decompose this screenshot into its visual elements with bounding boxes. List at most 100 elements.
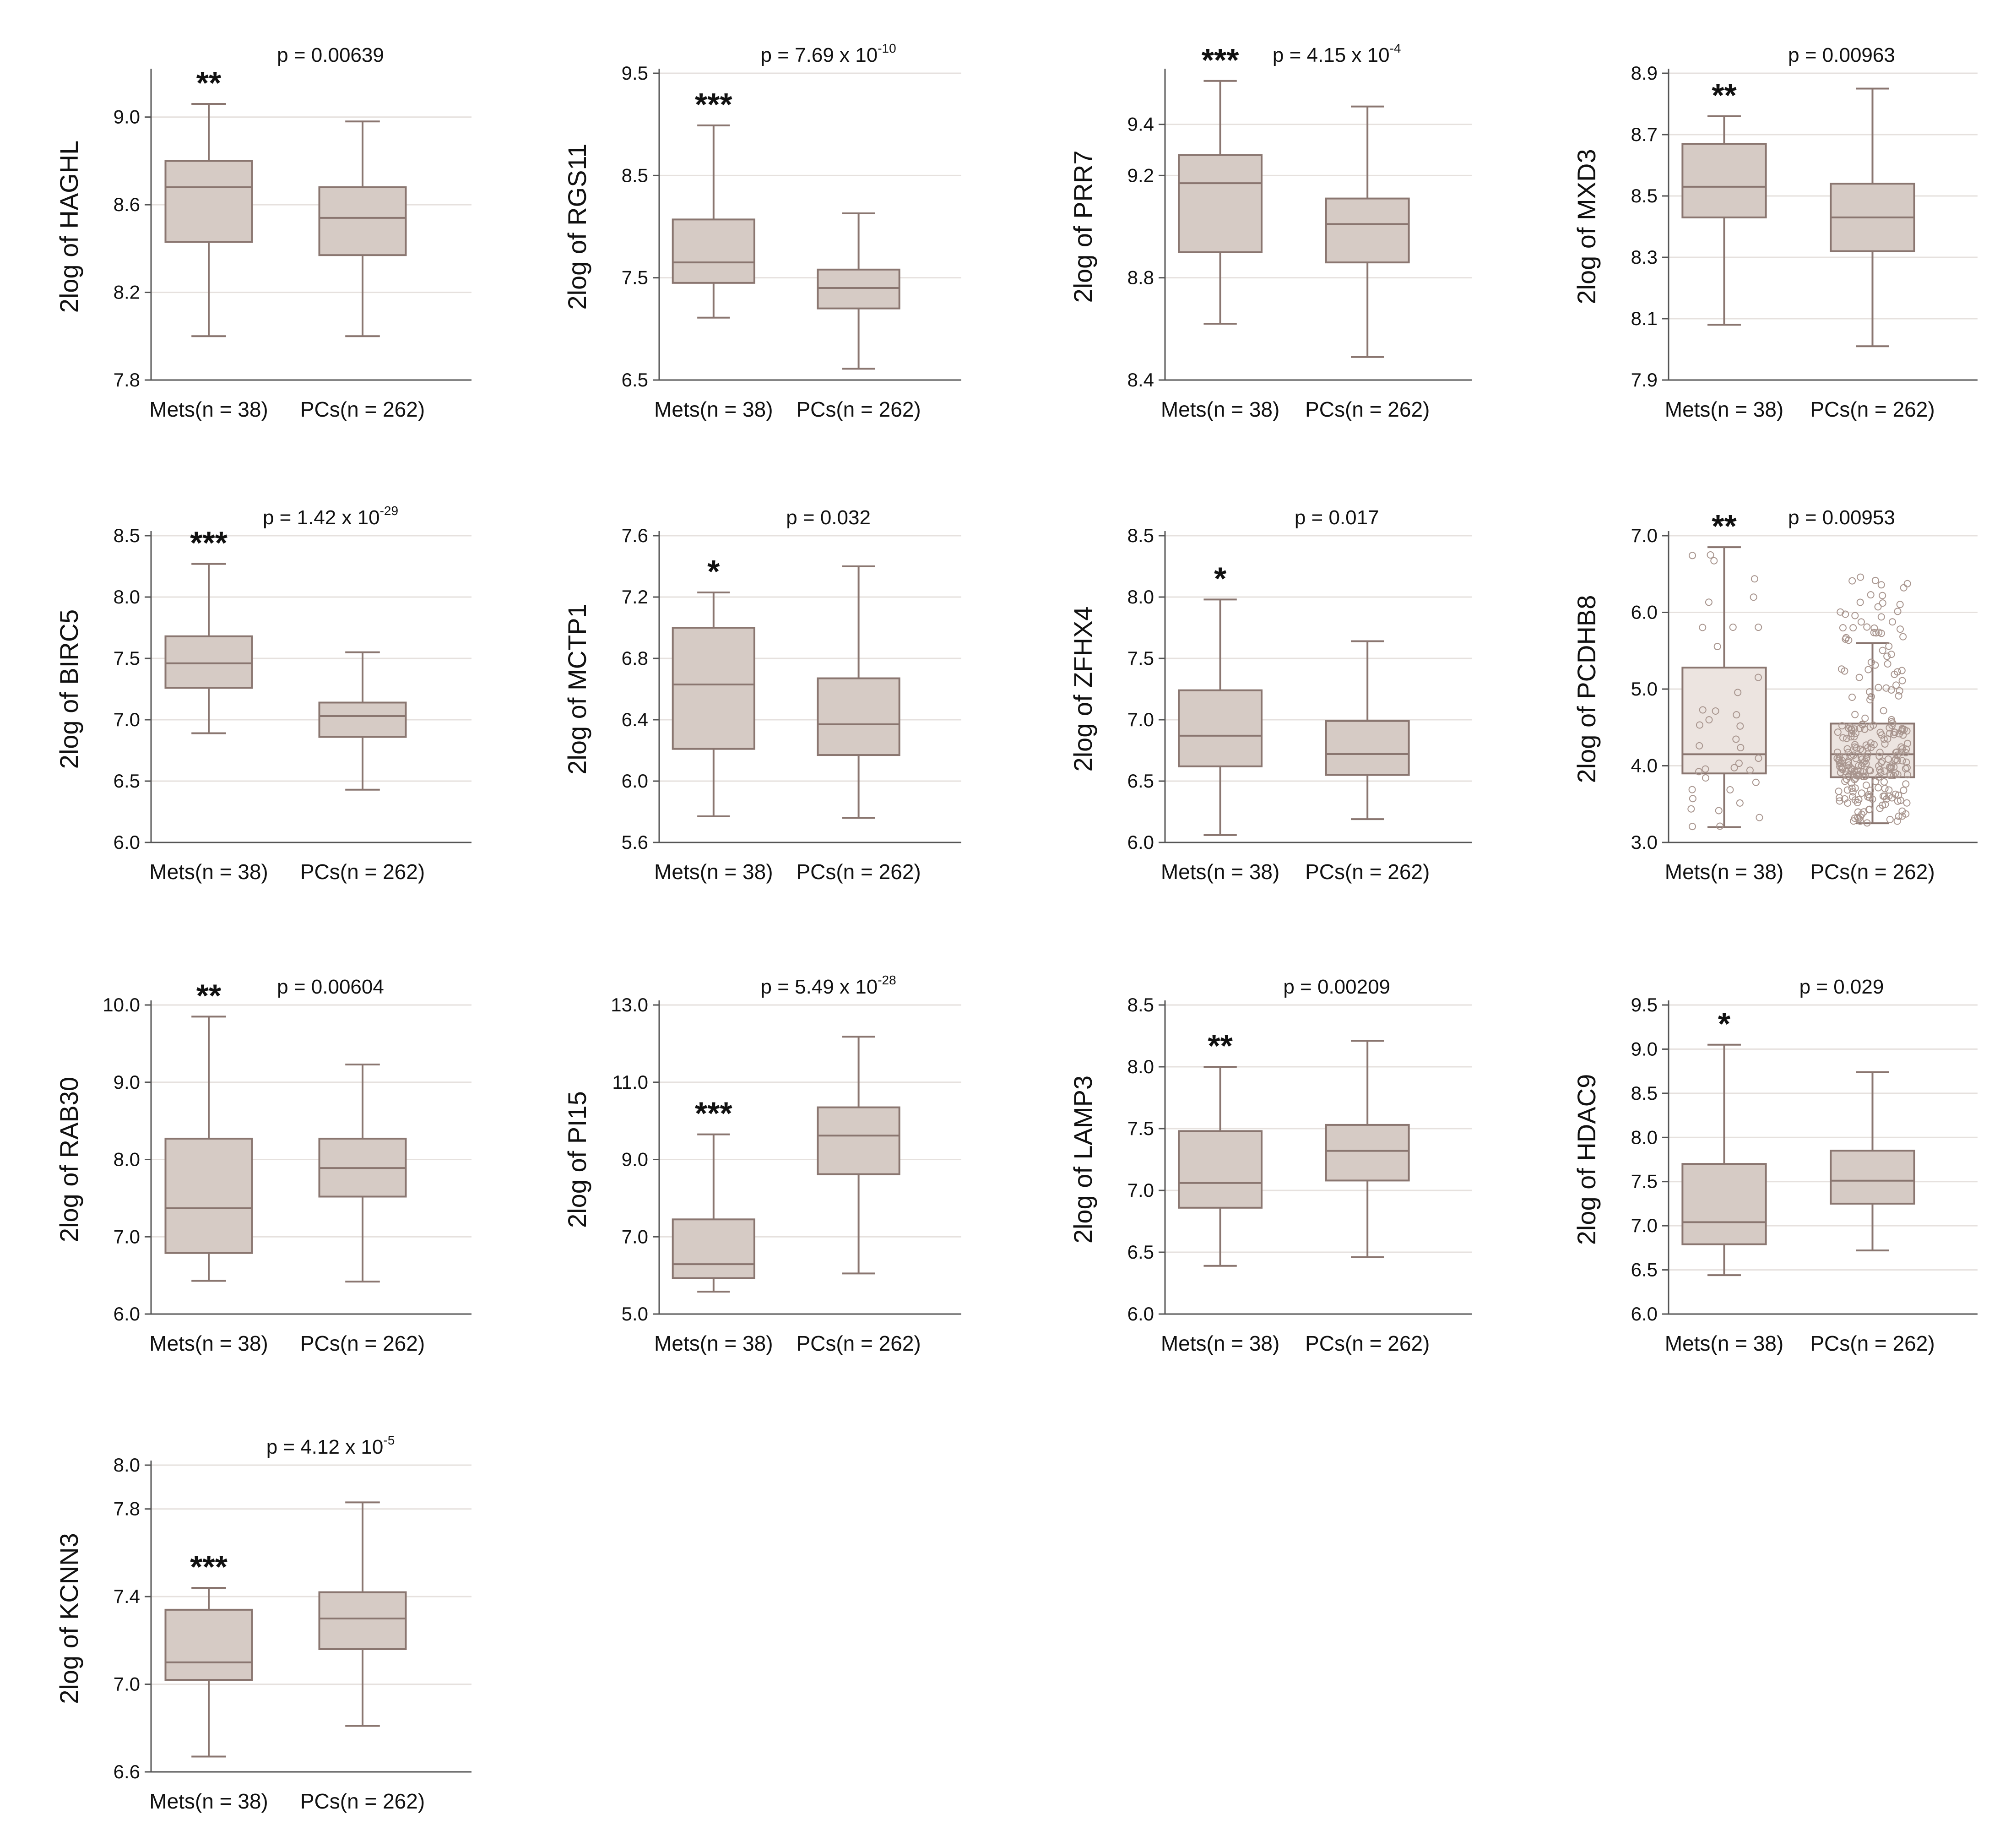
data-point [1898,677,1906,684]
box-pcs [1325,105,1410,358]
y-tick-label: 5.0 [1631,678,1658,700]
data-point [1750,575,1758,583]
p-value-label: p = 1.42 x 10-29 [263,504,398,529]
data-point [1843,786,1851,794]
data-point [1875,773,1883,781]
y-tick-label: 7.0 [1127,709,1154,730]
data-point [1712,707,1719,715]
data-point [1851,711,1859,718]
y-tick-label: 8.5 [1127,525,1154,546]
data-point [1856,598,1864,606]
data-point [1866,767,1874,775]
y-tick-label: 7.5 [1127,1118,1154,1139]
y-tick-label: 8.5 [622,164,648,186]
x-category-label: PCs(n = 262) [300,1789,425,1813]
y-tick-label: 8.0 [114,1149,140,1170]
y-tick-label: 9.0 [1631,1038,1658,1059]
data-point [1756,814,1763,821]
y-tick-label: 4.0 [1631,755,1658,777]
data-point [1896,601,1904,608]
box-mets [164,563,253,734]
y-tick-label: 8.5 [1127,994,1154,1016]
iqr-box [1178,1130,1263,1209]
p-value-label: p = 0.00963 [1788,44,1895,66]
p-value-label: p = 5.49 x 10-28 [761,973,896,998]
box-pcs [1830,87,1915,348]
iqr-box [672,627,755,750]
data-point [1885,786,1893,794]
data-point [1867,787,1875,794]
y-tick-label: 3.0 [1631,831,1658,853]
boxplot-panel: 6.0 6.5 7.0 7.5 8.0 8.5 9.0 9.5 2log of HDAC9 Met… [1572,976,1978,1355]
data-point [1847,733,1855,741]
box-pcs [1830,1071,1915,1252]
y-axis-title: 2log of RAB30 [54,1077,83,1242]
data-point [1866,696,1874,704]
y-axis-title: 2log of LAMP3 [1068,1075,1097,1244]
y-tick-label: 6.6 [114,1761,140,1782]
y-tick-label: 6.5 [1127,1241,1154,1263]
data-point [1849,624,1857,632]
data-point [1864,750,1872,758]
data-point [1899,633,1907,641]
box-mets [672,591,755,818]
data-point [1844,799,1852,807]
y-tick-label: 8.7 [1631,124,1658,145]
data-point [1879,646,1886,654]
y-axis-title: 2log of PI15 [563,1091,591,1228]
x-category-label: PCs(n = 262) [1810,860,1935,884]
y-tick-label: 6.5 [622,369,648,391]
data-point [1848,577,1856,585]
data-point [1877,769,1885,777]
y-tick-label: 9.0 [114,1071,140,1093]
iqr-box [164,635,253,689]
data-point [1891,728,1899,736]
data-point [1882,684,1890,692]
box-mets [1681,1043,1767,1276]
data-point [1903,580,1911,587]
data-point [1696,721,1703,729]
data-point [1880,735,1888,743]
data-point [1755,624,1762,631]
data-point [1845,724,1853,732]
data-point [1865,766,1873,774]
data-point [1867,744,1875,751]
significance-stars: *** [1202,42,1239,78]
data-point [1887,764,1895,771]
iqr-box [318,1591,407,1651]
data-point [1732,735,1740,743]
x-category-label: PCs(n = 262) [796,860,921,884]
x-category-label: PCs(n = 262) [1305,397,1430,421]
data-point [1876,766,1884,774]
data-point [1862,782,1870,789]
y-tick-label: 8.5 [1631,185,1658,206]
y-tick-label: 6.0 [1127,1303,1154,1325]
data-point [1895,692,1902,700]
p-value-label: p = 7.69 x 10-10 [761,41,896,66]
y-tick-label: 7.0 [114,1673,140,1695]
data-point [1902,758,1910,766]
y-axis-title: 2log of HDAC9 [1572,1074,1601,1245]
data-point [1855,674,1863,681]
p-value-label: p = 0.029 [1799,976,1884,998]
data-point [1837,665,1845,673]
p-value-label: p = 0.032 [786,506,871,529]
data-point [1863,623,1871,631]
box-pcs [318,651,407,791]
box-pcs [1325,640,1410,820]
data-point [1885,792,1893,800]
data-point [1752,778,1760,786]
boxplot-panel: 8.4 8.8 9.2 9.4 2log of PRR7 Mets(n = 38) PCs(… [1068,41,1472,421]
data-point [1833,755,1841,762]
y-tick-label: 7.5 [1631,1171,1658,1192]
y-tick-label: 7.0 [114,1226,140,1247]
data-point [1857,618,1865,626]
x-category-label: Mets(n = 38) [149,397,268,421]
iqr-box [318,186,407,256]
y-tick-label: 11.0 [612,1071,648,1093]
box-mets [1178,598,1263,836]
data-point [1867,591,1875,599]
x-category-label: Mets(n = 38) [654,1331,773,1355]
boxplot-panel: 6.0 6.5 7.0 7.5 8.0 8.5 2log of BIRC5 Mets(n = … [54,504,471,884]
data-point [1891,790,1899,798]
